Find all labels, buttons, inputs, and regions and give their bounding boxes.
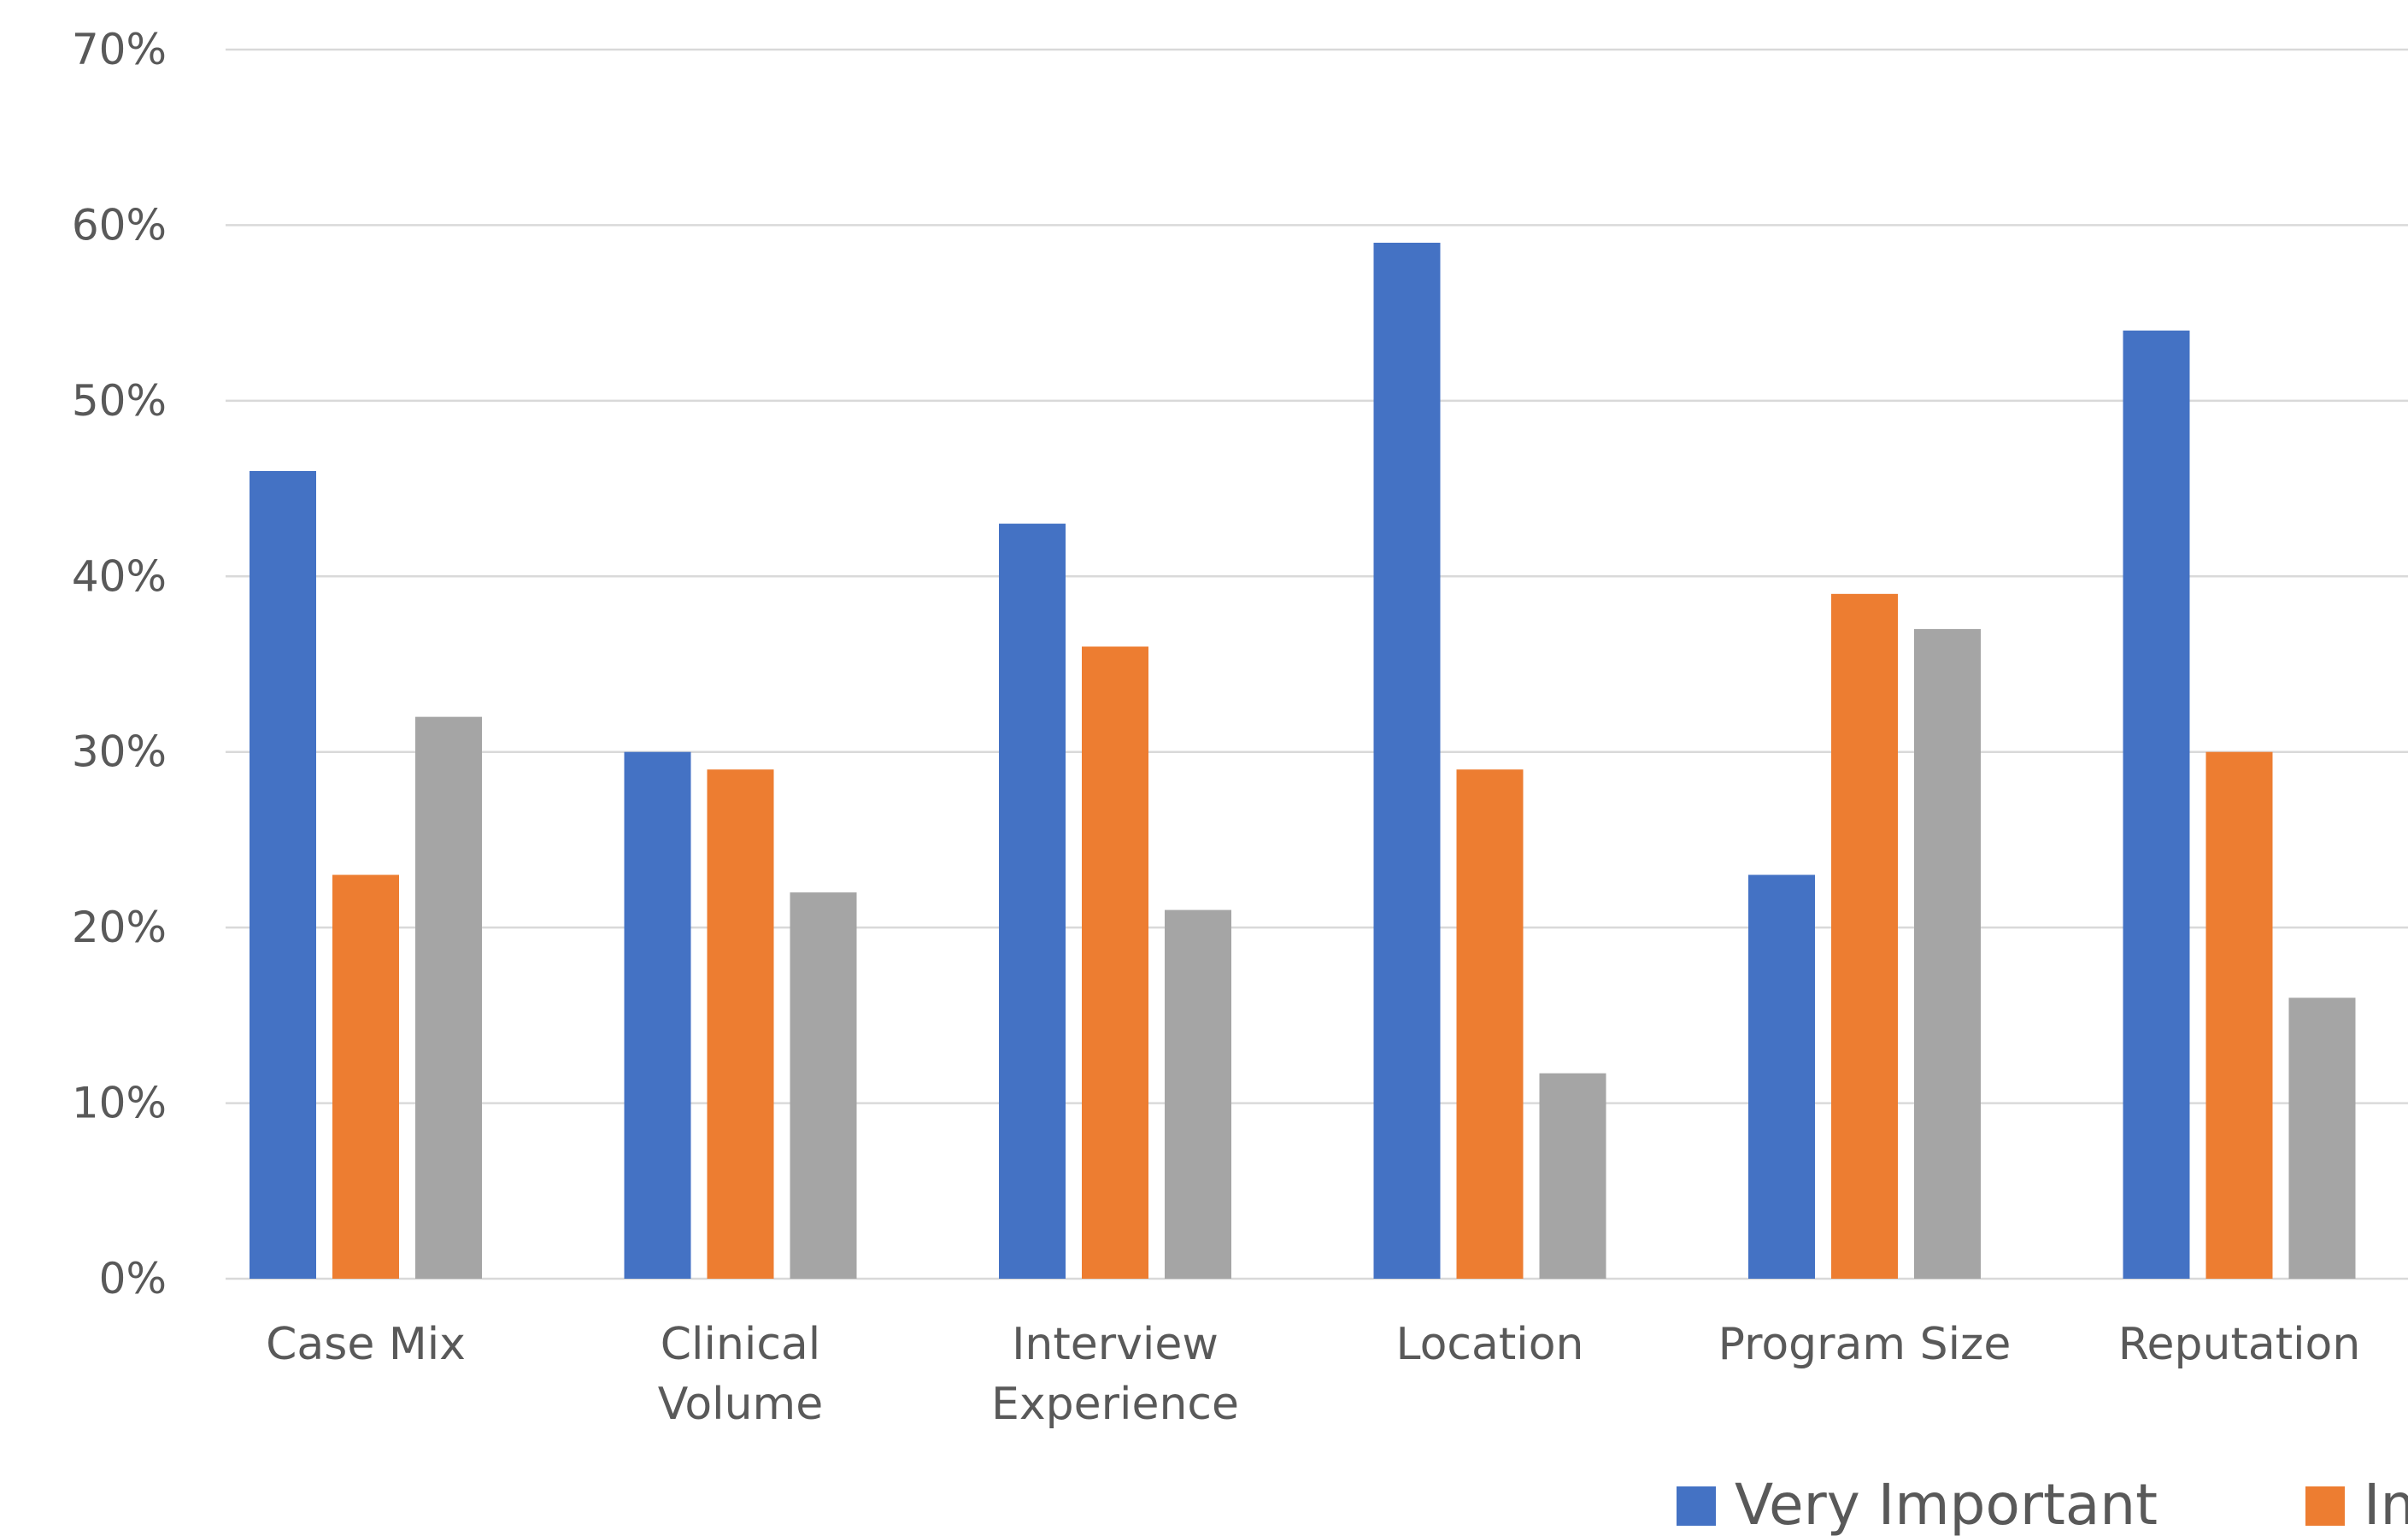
legend-swatch	[1677, 1486, 1716, 1526]
x-category-label: Experience	[991, 1379, 1239, 1430]
bar	[707, 769, 774, 1279]
bar	[624, 751, 691, 1279]
x-category-label: Clinical	[661, 1319, 821, 1370]
bar	[1831, 593, 1898, 1279]
bar	[1373, 242, 1441, 1279]
bar	[999, 523, 1066, 1279]
y-tick-label: 10%	[72, 1079, 167, 1128]
bar	[2123, 330, 2190, 1280]
bar	[415, 716, 482, 1279]
bars	[250, 242, 2356, 1280]
y-tick-label: 40%	[72, 551, 167, 601]
bar	[2288, 998, 2356, 1279]
x-axis-category-labels: Case Mix Clinical Volume Interview Experienc…	[266, 1319, 2360, 1430]
x-category-label: Program Size	[1718, 1319, 2012, 1370]
y-axis-tick-labels: 0% 10% 20% 30% 40% 50% 60% 70%	[72, 25, 167, 1304]
bar	[1082, 646, 1148, 1279]
x-category-label: Reputation	[2118, 1319, 2361, 1370]
legend: Very Important Im	[1677, 1472, 2408, 1536]
x-category-label: Case Mix	[266, 1319, 466, 1370]
bar	[332, 874, 399, 1279]
y-tick-label: 0%	[99, 1254, 167, 1304]
y-tick-label: 60%	[72, 200, 167, 250]
bar	[1456, 769, 1524, 1279]
bar	[2205, 751, 2273, 1279]
y-tick-label: 70%	[72, 25, 167, 74]
y-tick-label: 20%	[72, 903, 167, 952]
x-category-label: Location	[1396, 1319, 1584, 1370]
gridlines	[226, 48, 2408, 1280]
bar	[1539, 1073, 1606, 1279]
legend-label: Im	[2364, 1472, 2408, 1536]
y-tick-label: 30%	[72, 727, 167, 777]
bar	[1748, 874, 1815, 1279]
bar	[1165, 909, 1231, 1279]
x-category-label: Volume	[658, 1379, 823, 1430]
bar	[250, 471, 316, 1279]
bar	[790, 892, 857, 1279]
bar	[1914, 628, 1981, 1279]
x-category-label: Interview	[1012, 1319, 1219, 1370]
legend-label: Very Important	[1735, 1472, 2158, 1536]
y-tick-label: 50%	[72, 376, 167, 426]
legend-swatch	[2305, 1486, 2345, 1526]
